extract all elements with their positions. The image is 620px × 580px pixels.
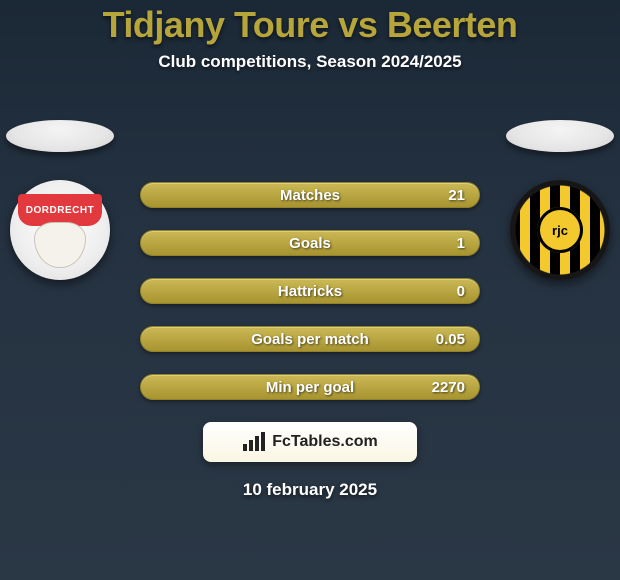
team-crest-left-animal [34,222,86,268]
brand-text: FcTables.com [272,433,378,451]
stat-row: Hattricks 0 [140,278,480,304]
stat-label: Goals [289,235,331,252]
team-crest-left: DORDRECHT [10,180,110,280]
stat-label: Min per goal [266,379,354,396]
stat-value-right: 21 [448,187,465,204]
right-player-column: rjc [500,120,620,280]
stat-value-right: 0 [457,283,465,300]
left-player-column: DORDRECHT [0,120,120,280]
stat-row: Min per goal 2270 [140,374,480,400]
team-crest-right: rjc [510,180,610,280]
date: 10 february 2025 [0,480,620,500]
stat-row: Matches 21 [140,182,480,208]
player-left-placeholder-ellipse [6,120,114,152]
subtitle: Club competitions, Season 2024/2025 [0,52,620,72]
team-crest-right-core: rjc [537,207,583,253]
stats-list: Matches 21 Goals 1 Hattricks 0 Goals per match… [140,182,480,400]
stat-label: Goals per match [251,331,369,348]
stat-value-right: 1 [457,235,465,252]
stat-row: Goals 1 [140,230,480,256]
stat-value-right: 2270 [432,379,465,396]
stat-label: Matches [280,187,340,204]
player-right-placeholder-ellipse [506,120,614,152]
content: Tidjany Toure vs Beerten Club competitio… [0,0,620,500]
brand-badge: FcTables.com [203,422,417,462]
stat-label: Hattricks [278,283,342,300]
page-title: Tidjany Toure vs Beerten [0,4,620,46]
bars-icon [242,432,266,452]
stat-value-right: 0.05 [436,331,465,348]
stat-row: Goals per match 0.05 [140,326,480,352]
